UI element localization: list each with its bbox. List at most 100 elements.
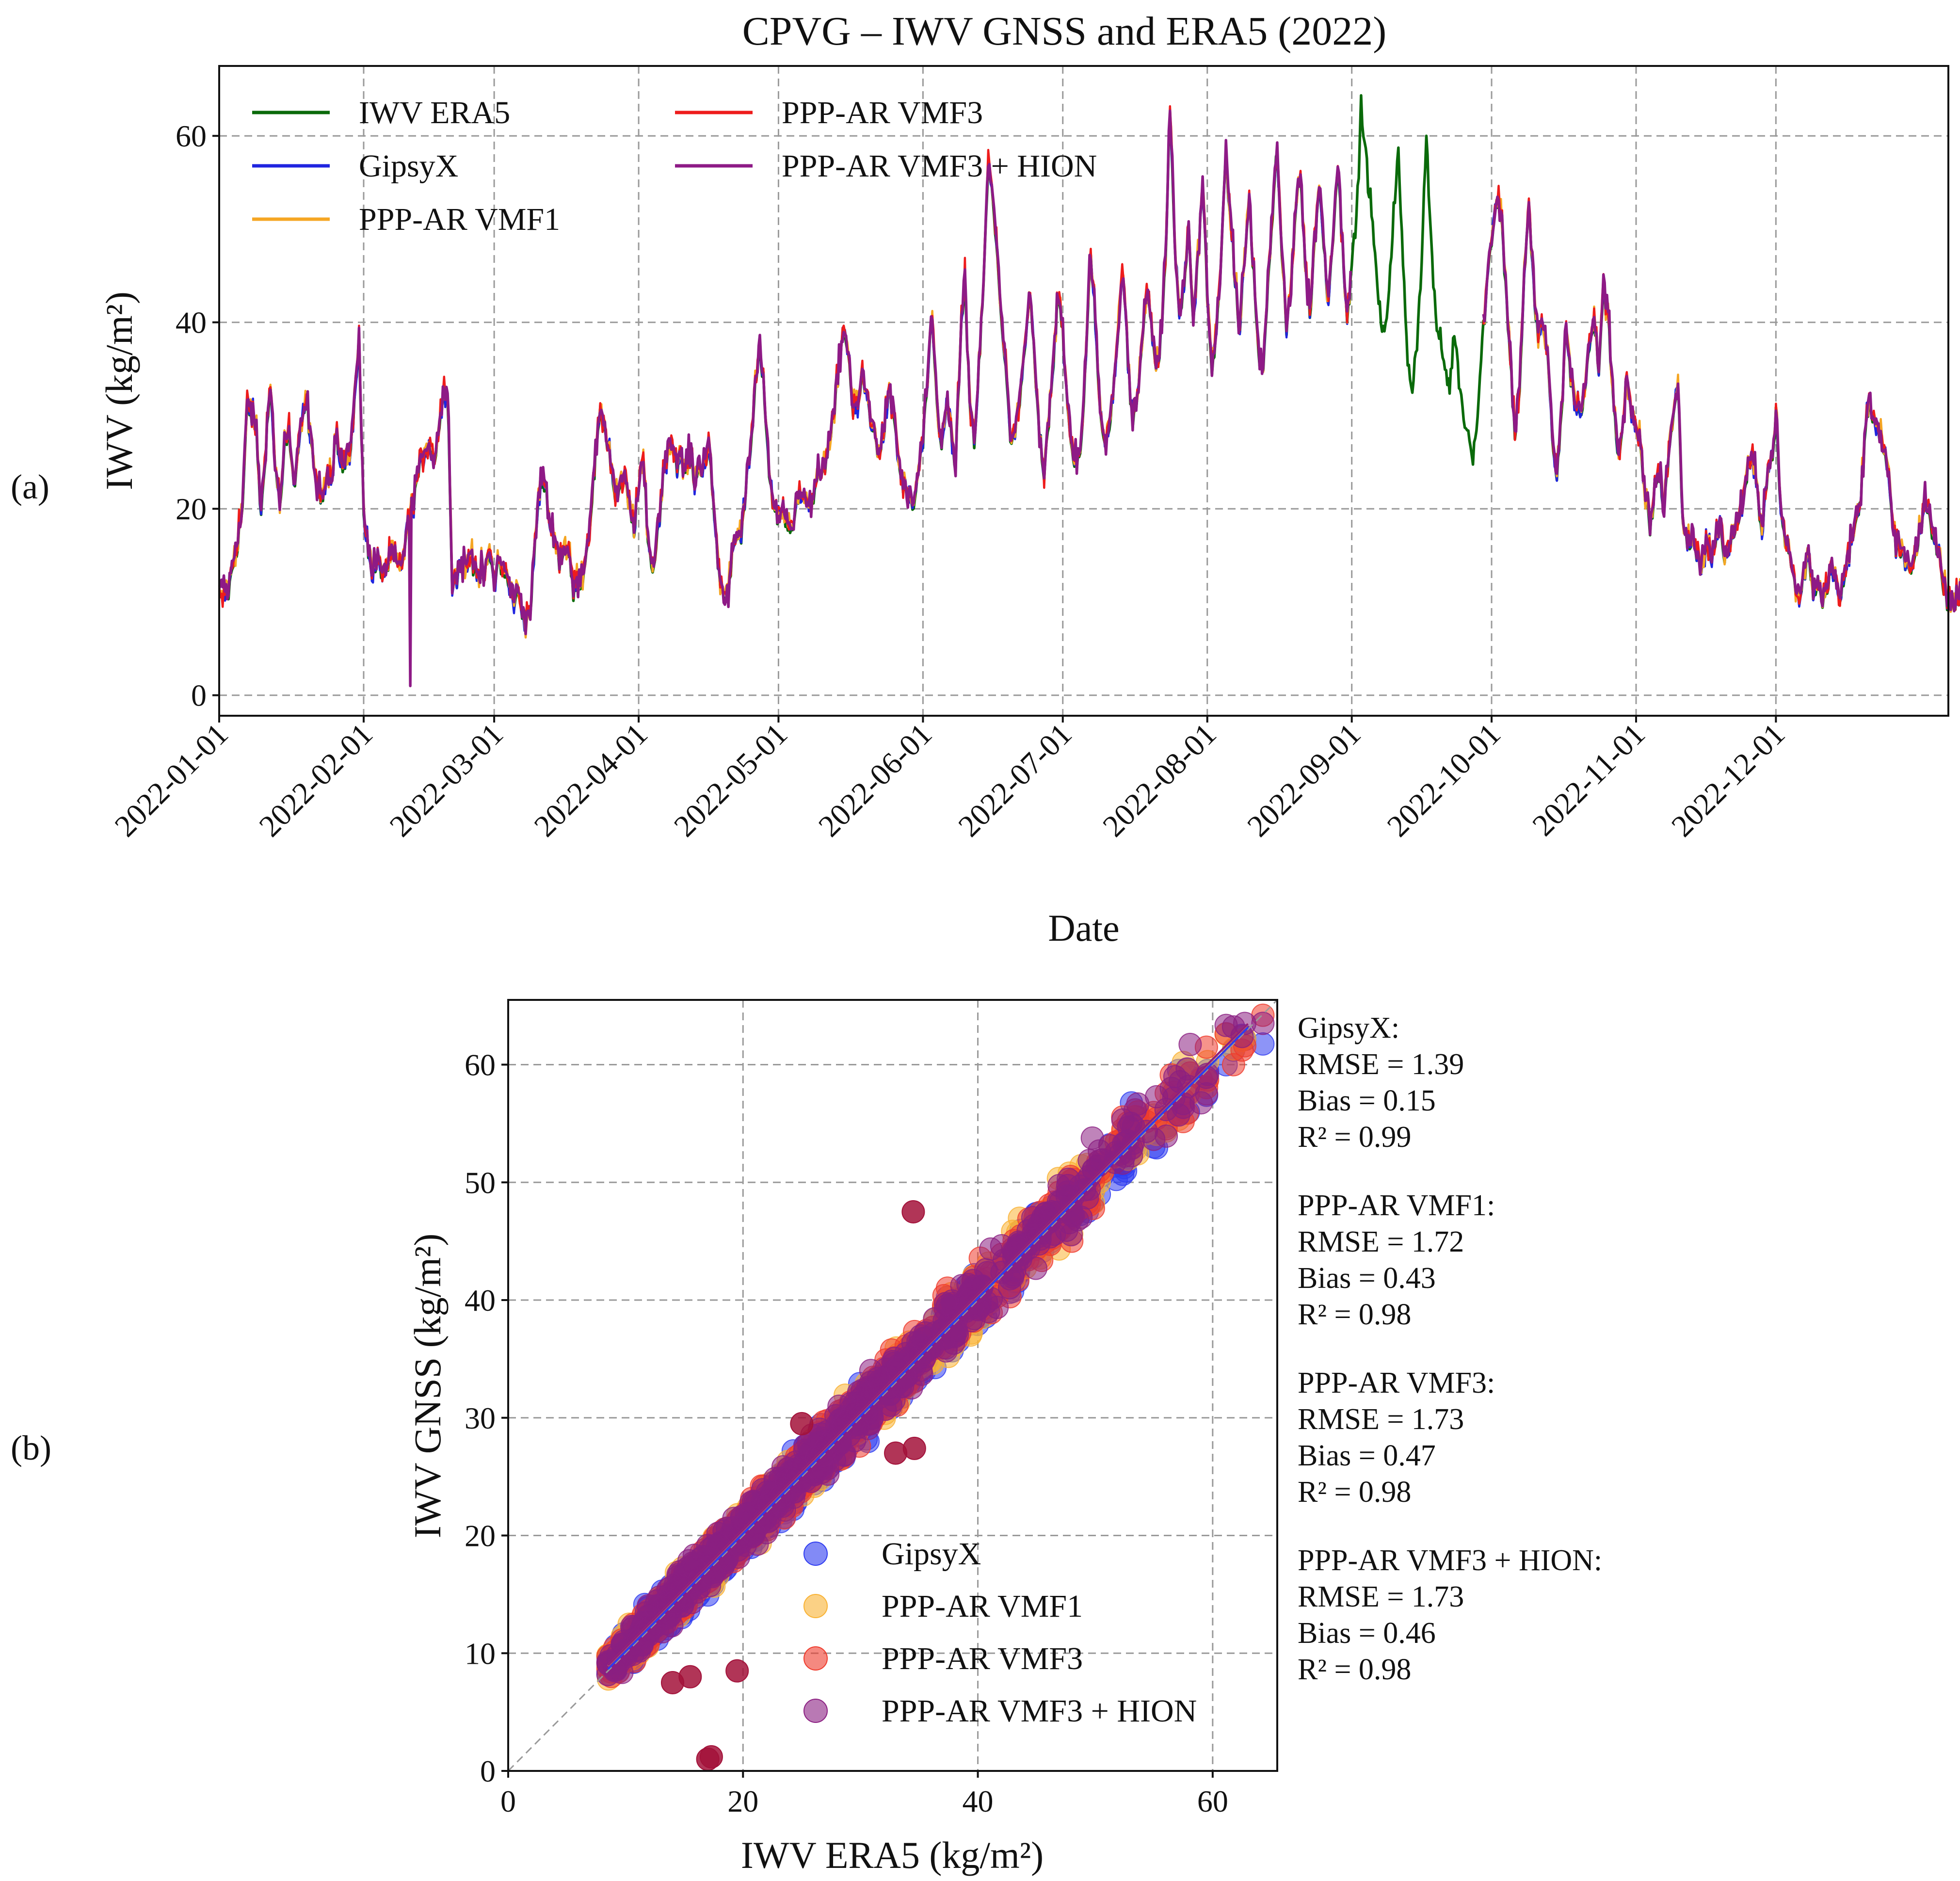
legend-swatch — [803, 1699, 828, 1723]
y-tick-label: 50 — [465, 1165, 496, 1200]
identity-line — [507, 999, 1278, 1772]
panel-b-fit-lines — [607, 1023, 1249, 1670]
legend-item: PPP-AR VMF1 — [803, 1589, 1083, 1624]
x-tick-label: 40 — [963, 1784, 994, 1818]
stats-line: R² = 0.98 — [1298, 1298, 1411, 1331]
x-tick-label: 2022-09-01 — [1240, 717, 1367, 843]
scatter-point — [886, 1357, 910, 1381]
legend-label: PPP-AR VMF3 + HION — [782, 148, 1097, 184]
legend-item: PPP-AR VMF3 + HION — [803, 1693, 1197, 1729]
legend-swatch — [803, 1542, 828, 1566]
scatter-point — [1047, 1174, 1071, 1197]
panel-a-line-chart: CPVG – IWV GNSS and ERA5 (2022) 0204060 … — [11, 9, 1960, 949]
y-tick-label: 60 — [176, 119, 207, 153]
panel-label-a: (a) — [11, 467, 49, 506]
legend-label: PPP-AR VMF1 — [359, 202, 560, 237]
x-tick-label: 2022-10-01 — [1381, 717, 1507, 843]
panel-a-y-axis-label: IWV (kg/m²) — [98, 291, 140, 490]
fit-line — [607, 1027, 1249, 1670]
legend-label: PPP-AR VMF3 — [882, 1641, 1083, 1676]
panel-a-series-lines — [218, 94, 1960, 688]
scatter-point — [1214, 1013, 1238, 1037]
legend-label: GipsyX — [359, 148, 458, 184]
stats-line: Bias = 0.15 — [1298, 1084, 1436, 1117]
panel-b-y-ticks: 0 10 20 30 40 50 60 — [465, 1048, 508, 1788]
legend-item: PPP-AR VMF1 — [252, 202, 560, 237]
legend-item: PPP-AR VMF3 + HION — [675, 148, 1097, 184]
stats-line: Bias = 0.47 — [1298, 1439, 1436, 1472]
scatter-point — [855, 1396, 879, 1419]
stats-line: Bias = 0.46 — [1298, 1617, 1436, 1650]
y-tick-label: 40 — [465, 1283, 496, 1318]
x-tick-label: 2022-06-01 — [812, 717, 938, 843]
stats-line: PPP-AR VMF1: — [1298, 1189, 1495, 1222]
panel-a-x-ticks: 2022-01-01 2022-02-01 2022-03-01 2022-04-01… — [108, 716, 1791, 843]
x-tick-label: 0 — [500, 1784, 516, 1818]
scatter-point — [1060, 1223, 1083, 1247]
chart-title: CPVG – IWV GNSS and ERA5 (2022) — [742, 9, 1386, 54]
scatter-point — [1155, 1124, 1178, 1148]
panel-a-grid — [218, 66, 1948, 716]
legend-item: GipsyX — [252, 148, 458, 184]
stats-line: RMSE = 1.39 — [1298, 1048, 1464, 1081]
legend-label: GipsyX — [882, 1536, 981, 1572]
legend-item: GipsyX — [803, 1536, 981, 1572]
scatter-point — [867, 1367, 890, 1390]
legend-label: PPP-AR VMF3 — [782, 95, 983, 130]
scatter-point — [901, 1200, 925, 1223]
y-tick-label: 40 — [176, 305, 207, 340]
panel-b-x-ticks: 0 20 40 60 — [500, 1771, 1228, 1818]
scatter-point — [1178, 1032, 1202, 1056]
panel-a-y-ticks: 0 20 40 60 — [176, 119, 219, 713]
panel-b-x-axis-label: IWV ERA5 (kg/m²) — [741, 1834, 1044, 1876]
stats-line: Bias = 0.43 — [1298, 1262, 1436, 1295]
y-tick-label: 20 — [465, 1519, 496, 1553]
y-tick-label: 0 — [480, 1754, 496, 1788]
x-tick-label: 2022-05-01 — [667, 717, 794, 843]
scatter-point — [1112, 1144, 1136, 1168]
y-tick-label: 0 — [191, 678, 207, 713]
series-line-ppp-ar-vmf3-hion — [218, 109, 1960, 688]
scatter-point — [1195, 1082, 1219, 1106]
stats-line: RMSE = 1.73 — [1298, 1580, 1464, 1613]
x-tick-label: 2022-12-01 — [1665, 717, 1791, 843]
x-tick-label: 2022-04-01 — [528, 717, 654, 843]
legend-label: PPP-AR VMF1 — [882, 1589, 1083, 1624]
scatter-point — [725, 1659, 749, 1683]
scatter-point — [958, 1288, 981, 1312]
scatter-point — [1021, 1206, 1044, 1230]
panel-b-legend: GipsyX PPP-AR VMF1 PPP-AR VMF3 PPP-AR VMF3 … — [803, 1536, 1197, 1729]
x-tick-label: 2022-11-01 — [1526, 717, 1652, 843]
x-tick-label: 2022-03-01 — [383, 717, 510, 843]
scatter-point — [831, 1415, 855, 1439]
legend-swatch — [803, 1646, 828, 1671]
x-tick-label: 60 — [1197, 1784, 1228, 1818]
y-tick-label: 10 — [465, 1636, 496, 1671]
legend-label: IWV ERA5 — [359, 95, 510, 130]
stats-line: RMSE = 1.72 — [1298, 1225, 1464, 1258]
panel-a-axes-frame — [218, 65, 1949, 717]
y-tick-label: 30 — [465, 1401, 496, 1435]
y-tick-label: 60 — [465, 1048, 496, 1082]
fit-line — [607, 1023, 1249, 1666]
scatter-point — [678, 1665, 702, 1688]
stats-line: R² = 0.98 — [1298, 1653, 1411, 1686]
x-tick-label: 20 — [727, 1784, 758, 1818]
stats-line: RMSE = 1.73 — [1298, 1403, 1464, 1436]
stats-line: GipsyX: — [1298, 1012, 1399, 1045]
stats-line: PPP-AR VMF3: — [1298, 1367, 1495, 1399]
panel-b-scatter-chart: 0 10 20 30 40 50 60 0 20 40 60 IWV ERA5 (kg/m²) I… — [11, 999, 1602, 1876]
panel-label-b: (b) — [11, 1429, 51, 1467]
panel-a-legend: IWV ERA5 GipsyX PPP-AR VMF1 PPP-AR VMF3 PPP-… — [252, 95, 1097, 237]
legend-item: IWV ERA5 — [252, 95, 510, 130]
stats-line: R² = 0.98 — [1298, 1476, 1411, 1509]
scatter-point — [923, 1307, 947, 1331]
x-tick-label: 2022-08-01 — [1096, 717, 1222, 843]
legend-label: PPP-AR VMF3 + HION — [882, 1693, 1197, 1729]
x-tick-label: 2022-07-01 — [951, 717, 1078, 843]
scatter-point — [902, 1436, 926, 1460]
stats-line: R² = 0.99 — [1298, 1121, 1411, 1154]
panel-b-y-axis-label: IWV GNSS (kg/m²) — [406, 1234, 449, 1539]
scatter-point — [790, 1412, 814, 1435]
